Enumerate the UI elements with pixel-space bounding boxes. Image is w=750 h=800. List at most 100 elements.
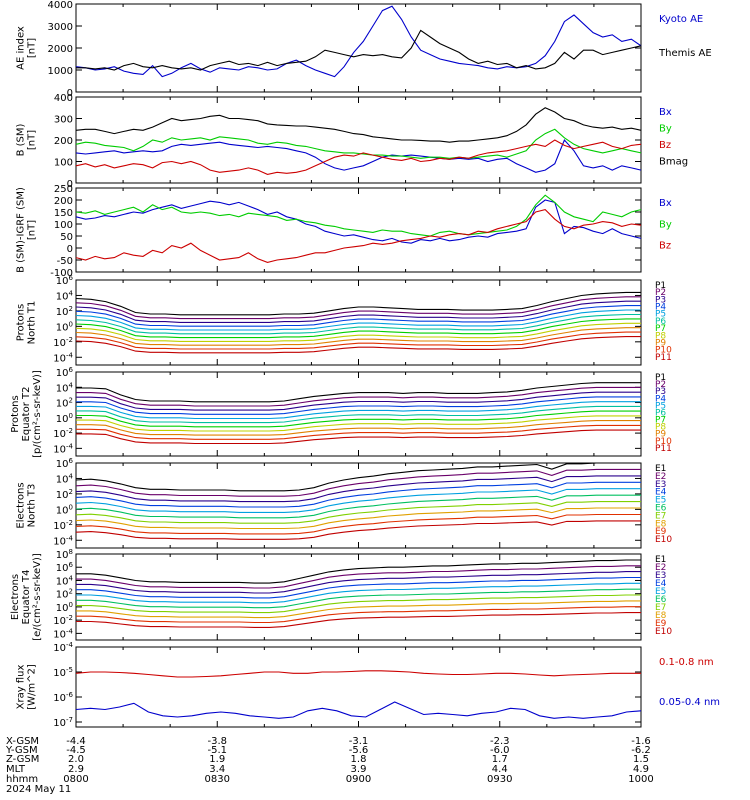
panel-5-ylabel: Equator T2 [21,387,32,442]
panel-5-series-p10 [76,424,641,440]
panel-2-ytick-label: 0 [67,179,73,190]
panel-4-series-p5 [75,309,641,331]
panel-4-ytick-label: 100 [56,320,73,333]
panel-2-legend-item: By [659,124,672,135]
panel-1-legend-item: Kyoto AE [659,14,703,25]
panel-8-ytick-label: 10-7 [53,716,73,729]
panel-3-ytick-label: 50 [60,232,73,243]
panel-7-ytick-label: 108 [56,548,73,561]
panel-5-series-p6 [76,405,641,424]
panel-6-ytick-label: 10-4 [53,534,73,547]
ephemeris-value: 0930 [487,774,512,785]
ephemeris-row-label: Y-GSM [5,745,38,756]
panel-4-series-p7 [75,318,641,339]
panel-4-series-p4 [75,305,641,327]
panel-3-ytick-label: 250 [54,184,73,195]
ephemeris-value: 1000 [628,774,653,785]
panel-4-legend-item: P8 [655,331,666,341]
panel-1-legend-item: Themis AE [658,48,712,59]
panel-5-series-p5 [76,401,641,420]
ephemeris-value: 1.8 [351,754,367,765]
panel-2-series-by [75,128,642,159]
ephemeris-value: 3.4 [209,764,225,775]
panel-4-series-p8 [75,322,641,342]
panel-6-series-e3 [75,475,641,503]
ephemeris-value: -1.6 [631,736,651,747]
panel-7-series-e2 [76,565,641,589]
panel-7-legend-item: E3 [655,571,666,581]
panel-7-series-e3 [76,571,641,594]
panel-1-ytick-label: 1000 [48,66,73,77]
panel-1-ylabel: [nT] [27,38,38,58]
panel-7-legend-item: E4 [655,579,667,589]
panel-8-ytick-label: 10-6 [53,691,73,704]
panel-6-ylabel: North T3 [27,484,38,528]
panel-7-ytick-label: 106 [56,561,74,574]
ephemeris-value: -3.1 [349,736,369,747]
panel-4-ylabel: North T1 [27,301,38,345]
panel-3-series-by [75,194,642,237]
panel-8-series-0-1-0-8-nm [75,670,641,678]
panel-6-ytick-label: 106 [56,457,74,470]
ephemeris-value: 1.7 [492,754,508,765]
panel-7-ylabel: [e/(cm²-s-sr-keV)] [32,553,43,641]
ephemeris-value: -2.3 [490,736,510,747]
panel-2-legend-item: Bmag [659,157,688,168]
panel-4-series-p10 [75,331,641,350]
ephemeris-value: -5.1 [207,745,227,756]
panel-3-ytick-label: 150 [54,208,73,219]
ephemeris-value: -6.0 [490,745,510,756]
panel-2-ytick-label: 100 [54,158,73,169]
panel-4-ytick-label: 10-4 [53,351,73,364]
ephemeris-value: -5.6 [349,745,369,756]
ephemeris-value: 3.9 [351,764,367,775]
panel-5-series-p4 [76,396,641,415]
panel-8-legend-item: 0.1-0.8 nm [659,657,714,668]
panel-1-series-kyoto-ae [75,5,642,78]
panel-7-series-e6 [76,588,641,609]
panel-5-ylabel: [p/(cm²-s-sr-keV)] [32,370,43,458]
panel-8-legend-item: 0.05-0.4 nm [659,697,720,708]
panel-6-series-e8 [75,507,641,530]
panel-5-series-p7 [76,410,641,428]
panel-4-series-p1 [75,291,641,316]
ephemeris-row-label: MLT [6,764,26,775]
panel-2-ytick-label: 300 [54,115,73,126]
panel-5-legend-item: P3 [655,387,666,397]
panel-7-series-e8 [76,600,641,619]
ephemeris-row-label: X-GSM [6,736,39,747]
panel-5-ytick-label: 10-2 [53,427,73,440]
panel-5-ytick-label: 100 [56,412,73,425]
panel-6-legend-item: E6 [655,504,667,514]
panel-3-ytick-label: 0 [67,244,73,255]
panel-3-series-bx [75,199,642,244]
panel-6-series-e7 [75,501,641,524]
panel-7-ytick-label: 10-4 [53,627,73,640]
panel-3-frame [75,187,642,273]
panel-7-ytick-label: 102 [56,588,73,601]
panel-6-series-e1 [75,462,641,492]
panel-6-legend-item: E2 [655,472,666,482]
panel-4-series-p9 [75,327,641,346]
panel-7-legend-item: E10 [655,627,672,637]
panel-4-series-p3 [75,300,641,323]
ephemeris-value: 2.9 [68,764,84,775]
panel-1-ytick-label: 4000 [48,0,73,11]
panel-5-legend-item: P10 [655,437,672,447]
date-label: 2024 May 11 [6,784,71,795]
panel-7-series-e5 [76,582,641,604]
ephemeris-row-label: hhmm [6,774,38,785]
panel-5-series-p1 [76,382,641,403]
ephemeris-value: 0900 [346,774,371,785]
ephemeris-row-label: Z-GSM [6,754,39,765]
panel-4-series-p2 [75,296,641,320]
panel-1-ylabel: AE index [16,26,27,70]
panel-5-ytick-label: 10-4 [53,442,73,455]
panel-7-ytick-label: 10-2 [53,614,73,627]
ephemeris-value: 1.5 [633,754,649,765]
panel-6-series-e6 [75,494,641,519]
panel-4-ylabel: Protons [16,304,27,341]
panel-7-legend-item: E2 [655,563,666,573]
ephemeris-value: 4.9 [633,764,649,775]
panel-6-ytick-label: 10-2 [53,519,73,532]
